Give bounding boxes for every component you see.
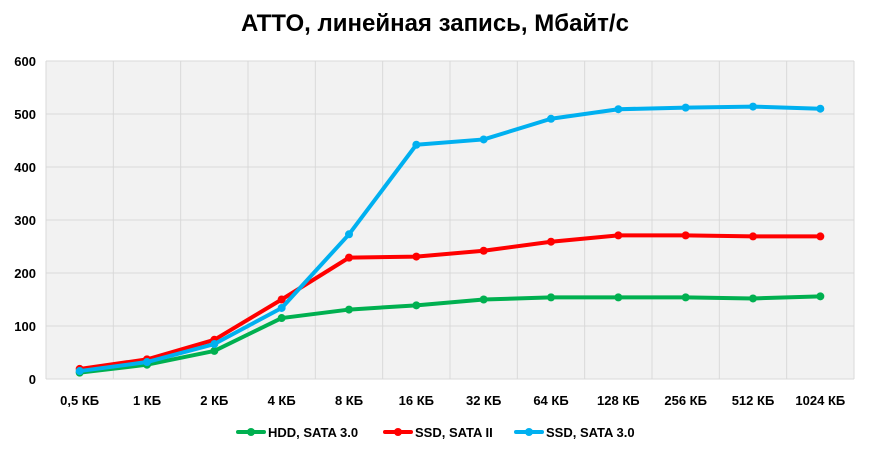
x-tick-label: 256 КБ bbox=[664, 393, 707, 408]
data-point bbox=[681, 293, 690, 302]
data-point bbox=[479, 295, 488, 304]
data-point bbox=[479, 246, 488, 255]
data-point bbox=[547, 237, 555, 246]
y-tick-label: 0 bbox=[29, 372, 36, 387]
data-point bbox=[210, 346, 219, 355]
data-point bbox=[277, 303, 286, 312]
data-point bbox=[681, 103, 690, 112]
data-point bbox=[75, 367, 84, 376]
data-point bbox=[479, 135, 488, 144]
x-tick-label: 1024 КБ bbox=[795, 393, 845, 408]
data-point bbox=[412, 140, 421, 149]
y-tick-label: 400 bbox=[14, 160, 36, 175]
x-tick-label: 32 КБ bbox=[466, 393, 501, 408]
series-line bbox=[77, 233, 823, 371]
legend-marker bbox=[394, 428, 402, 436]
data-point bbox=[345, 253, 353, 262]
y-tick-label: 600 bbox=[14, 54, 36, 69]
data-point bbox=[614, 231, 623, 240]
data-point bbox=[210, 340, 219, 349]
y-tick-label: 300 bbox=[14, 213, 36, 228]
x-tick-label: 0,5 КБ bbox=[60, 393, 99, 408]
data-point bbox=[614, 105, 623, 114]
data-point bbox=[749, 102, 757, 111]
x-tick-label: 4 КБ bbox=[268, 393, 296, 408]
x-tick-label: 16 КБ bbox=[399, 393, 434, 408]
data-point bbox=[816, 292, 825, 301]
data-point bbox=[816, 104, 825, 113]
x-tick-label: 64 КБ bbox=[533, 393, 568, 408]
data-point bbox=[345, 305, 353, 314]
data-point bbox=[412, 301, 421, 310]
data-point bbox=[749, 294, 757, 303]
x-tick-label: 128 КБ bbox=[597, 393, 640, 408]
data-point bbox=[277, 295, 286, 304]
x-tick-label: 2 КБ bbox=[200, 393, 228, 408]
y-tick-label: 100 bbox=[14, 319, 36, 334]
y-tick-label: 200 bbox=[14, 266, 36, 281]
data-point bbox=[345, 230, 353, 239]
legend-marker bbox=[525, 428, 533, 436]
x-tick-label: 8 КБ bbox=[335, 393, 363, 408]
legend-label: SSD, SATA 3.0 bbox=[546, 425, 635, 440]
data-point bbox=[277, 314, 286, 323]
series-line bbox=[77, 104, 823, 374]
data-point bbox=[749, 232, 757, 241]
legend-label: HDD, SATA 3.0 bbox=[268, 425, 358, 440]
x-tick-label: 1 КБ bbox=[133, 393, 161, 408]
chart-title: ATTO, линейная запись, Мбайт/с bbox=[241, 10, 629, 37]
series-line bbox=[77, 294, 823, 375]
data-point bbox=[143, 358, 151, 367]
data-point bbox=[547, 114, 555, 123]
legend-label: SSD, SATA II bbox=[415, 425, 493, 440]
data-point bbox=[412, 252, 421, 261]
data-point bbox=[614, 293, 623, 302]
data-point bbox=[816, 232, 825, 241]
data-point bbox=[681, 231, 690, 240]
y-tick-label: 500 bbox=[14, 107, 36, 122]
x-tick-label: 512 КБ bbox=[732, 393, 775, 408]
legend-marker bbox=[247, 428, 255, 436]
data-point bbox=[547, 293, 555, 302]
